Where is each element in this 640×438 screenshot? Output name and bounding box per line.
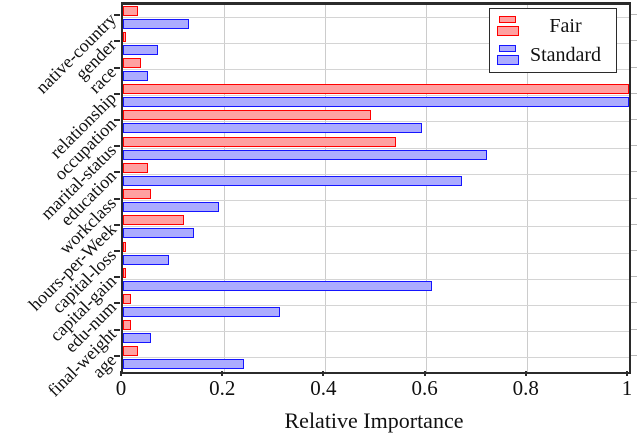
y-tick-right [631,145,637,147]
legend-entry-fair: Fair [494,11,612,40]
fair-swatch-icon [497,15,519,36]
y-tick [114,145,120,148]
horizontal-gridline [123,69,629,71]
fair-bar-marital-status [123,136,397,147]
horizontal-gridline [123,331,629,333]
y-tick-right [631,250,637,252]
y-tick-right [631,92,637,94]
fair-bar-capital-loss [123,241,126,252]
standard-bar-race [123,71,149,82]
horizontal-gridline [123,278,629,280]
standard-bar-hours-per-Week [123,228,194,239]
y-tick [114,14,120,17]
standard-bar-education [123,175,463,186]
y-tick [114,171,120,174]
standard-bar-age [123,359,245,370]
standard-bar-gender [123,44,159,55]
y-tick [114,223,120,226]
y-tick-right [631,276,637,278]
x-tick-label-0: 0 [115,376,127,400]
x-tick-label-0.4: 0.4 [310,376,337,400]
y-tick-right [631,14,637,16]
fair-bar-relationship [123,84,629,95]
x-tick-label-0.6: 0.6 [411,376,438,400]
fair-bar-education [123,162,149,173]
x-tick [221,371,224,376]
horizontal-gridline [123,200,629,202]
x-tick [322,371,325,376]
y-tick [114,92,120,95]
y-tick-right [631,118,637,120]
y-tick [114,40,120,43]
horizontal-gridline [123,252,629,254]
standard-bar-workclass [123,202,220,213]
standard-swatch-icon [497,45,519,66]
x-tick-label-0.8: 0.8 [512,376,539,400]
x-tick-label-1: 1 [621,376,633,400]
x-tick [626,371,628,376]
y-tick-right [631,328,637,330]
vertical-gridline [223,5,225,372]
vertical-gridline [324,5,326,372]
horizontal-gridline [123,357,629,359]
y-tick [114,354,120,357]
standard-bar-marital-status [123,149,488,160]
horizontal-gridline [123,226,629,228]
fair-bar-final-weight [123,320,131,331]
horizontal-gridline [123,304,629,306]
fair-bar-workclass [123,189,151,200]
standard-bar-occupation [123,123,422,134]
horizontal-gridline [123,95,629,97]
y-tick [114,276,120,279]
fair-bar-native-country [123,5,139,16]
y-tick [114,118,120,121]
y-tick [114,302,120,305]
standard-bar-capital-gain [123,280,432,291]
standard-bar-capital-loss [123,254,169,265]
standard-bar-native-country [123,18,189,29]
vertical-gridline [527,5,529,372]
fair-bar-edu-num [123,293,131,304]
y-tick-right [631,223,637,225]
y-tick-right [631,197,637,199]
horizontal-gridline [123,16,629,18]
fair-bar-race [123,58,141,69]
legend: Fair Standard [489,8,617,73]
fair-bar-age [123,346,139,357]
fair-bar-occupation [123,110,371,121]
legend-entry-standard: Standard [494,41,612,70]
horizontal-gridline [123,121,629,123]
standard-bar-edu-num [123,306,280,317]
fair-bar-gender [123,31,126,42]
x-tick [120,371,122,376]
y-tick-right [631,302,637,304]
x-axis-label: Relative Importance [284,408,464,433]
standard-bar-final-weight [123,333,151,344]
legend-label-fair: Fair [549,14,582,37]
horizontal-gridline [123,147,629,149]
x-tick [423,371,426,376]
standard-bar-relationship [123,97,629,108]
legend-label-standard: Standard [529,44,602,67]
horizontal-gridline [123,173,629,175]
x-tick [524,371,527,376]
horizontal-gridline [123,42,629,44]
y-tick-right [631,40,637,42]
y-tick-right [631,171,637,173]
y-tick-right [631,66,637,68]
y-tick [114,66,120,69]
x-tick-label-0.2: 0.2 [209,376,236,400]
fair-bar-capital-gain [123,267,126,278]
fair-bar-hours-per-Week [123,215,184,226]
y-tick-right [631,354,637,356]
y-tick [114,197,120,200]
y-tick [114,328,120,331]
y-tick [114,250,120,253]
vertical-gridline [426,5,428,372]
